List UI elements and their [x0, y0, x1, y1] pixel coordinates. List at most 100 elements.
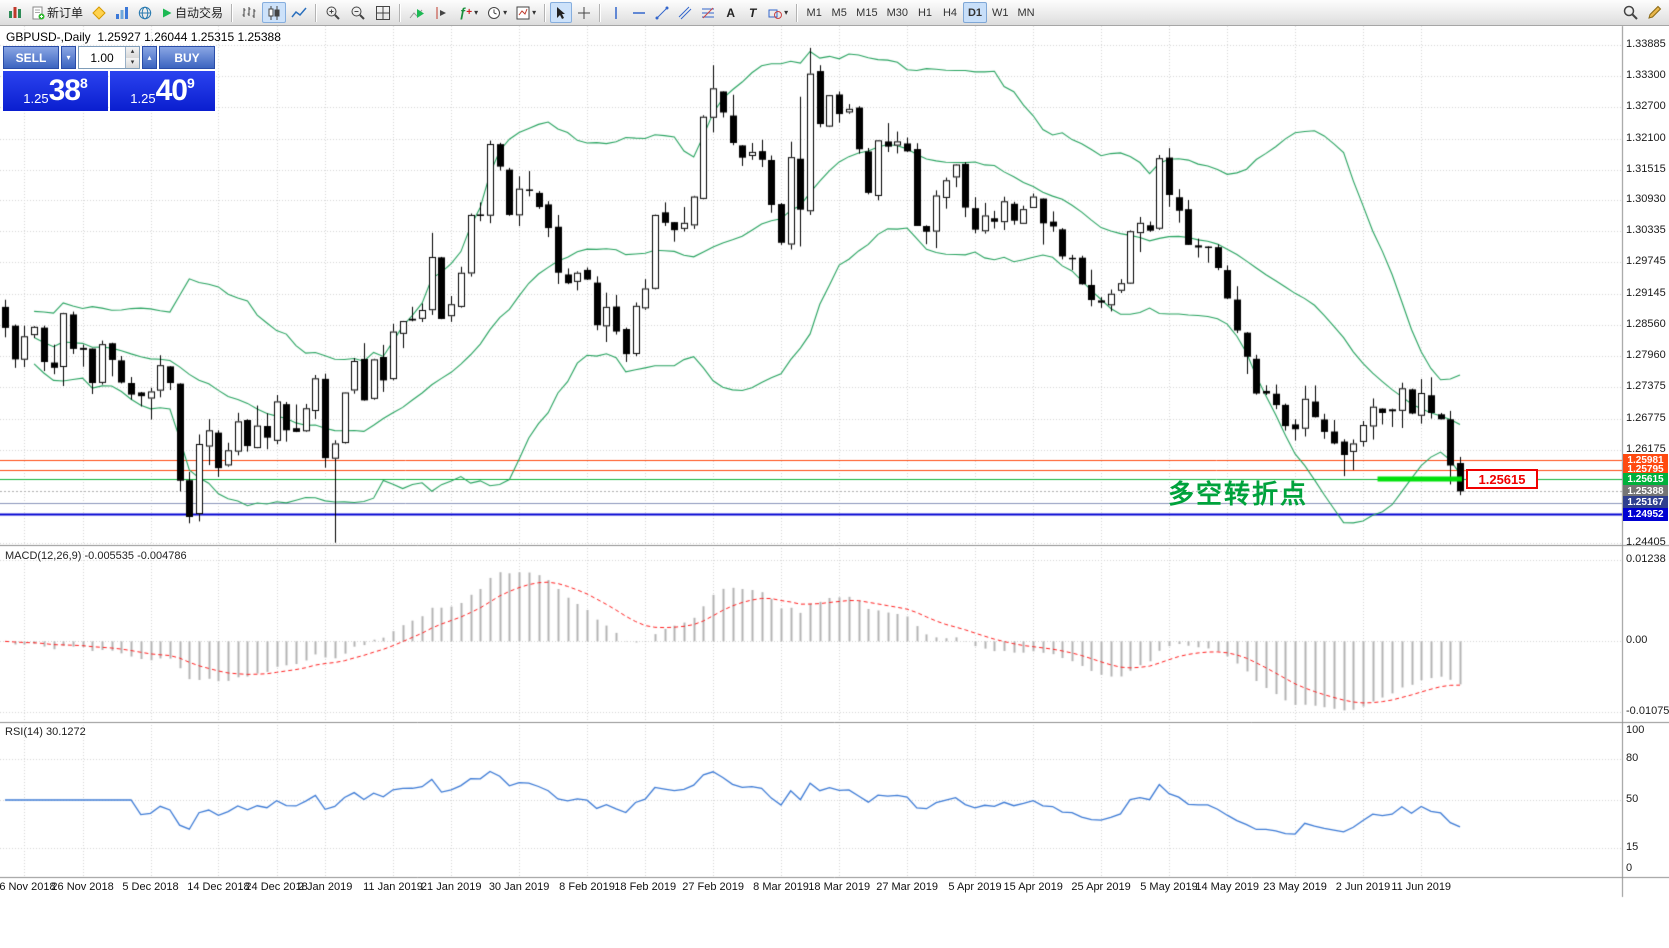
chevron-down-icon: ▾	[532, 7, 537, 17]
toolbar-separator	[599, 3, 602, 22]
buy-dropdown-arrow[interactable]: ▴	[142, 46, 157, 69]
chevron-down-icon: ▾	[784, 7, 789, 17]
auto-scroll-icon	[409, 8, 425, 18]
toolbar-separator	[399, 3, 402, 22]
mql-market-button[interactable]	[88, 2, 110, 23]
globe-icon	[138, 6, 152, 19]
pencil-icon	[1648, 5, 1662, 19]
chevron-down-icon: ▾	[474, 7, 479, 17]
timeframe-button-W1[interactable]: W1	[991, 6, 1009, 19]
market-bars-icon	[116, 6, 129, 19]
trendline-tool-button[interactable]	[651, 2, 673, 23]
indicators-icon: ƒ+	[459, 5, 473, 20]
new-order-icon	[32, 6, 45, 19]
symbol-period-label: GBPUSD-,Daily	[6, 30, 91, 44]
auto-trading-label: 自动交易	[175, 6, 224, 20]
vertical-line-tool-button[interactable]	[605, 2, 627, 23]
line-chart-icon	[291, 7, 307, 17]
rsi-panel-label: RSI(14) 30.1272	[5, 726, 86, 738]
indicators-button[interactable]: ƒ+ ▾	[455, 2, 482, 23]
play-icon	[163, 8, 172, 17]
chevron-down-icon: ▾	[503, 7, 508, 17]
chart-icon	[9, 7, 21, 18]
toolbar-separator	[544, 3, 547, 22]
volume-value: 1.00	[90, 50, 114, 65]
sell-price-big: 38	[48, 74, 81, 107]
timeframe-button-D1[interactable]: D1	[962, 2, 987, 23]
buy-button[interactable]: BUY	[159, 46, 215, 69]
bar-chart-mode-button[interactable]	[237, 2, 261, 23]
timeframe-button-H1[interactable]: H1	[917, 6, 933, 19]
zoom-out-button[interactable]	[346, 2, 370, 23]
chart-title: GBPUSD-,Daily 1.25927 1.26044 1.25315 1.…	[6, 30, 281, 44]
price-level-flag[interactable]: 1.25615	[1466, 469, 1538, 490]
top-toolbar: 新订单 自动交易	[0, 0, 1669, 26]
auto-trading-button[interactable]: 自动交易	[157, 2, 227, 23]
fibonacci-icon	[702, 7, 715, 18]
candlestick-mode-button[interactable]	[262, 2, 287, 23]
candlestick-icon	[268, 5, 280, 20]
timeframe-button-MN[interactable]: MN	[1017, 6, 1035, 19]
chart-shift-icon	[436, 6, 447, 19]
horizontal-line-tool-button[interactable]	[628, 2, 650, 23]
toolbar-separator	[231, 3, 234, 22]
web-terminal-button[interactable]	[134, 2, 156, 23]
sell-dropdown-arrow[interactable]: ▾	[61, 46, 76, 69]
label-tool-button[interactable]: T	[742, 2, 763, 23]
channel-icon	[678, 6, 692, 19]
new-order-label: 新订单	[47, 6, 84, 20]
volume-up-icon[interactable]: ▴	[126, 47, 139, 58]
turning-point-annotation[interactable]: 多空转折点	[1168, 479, 1309, 509]
edit-button[interactable]	[1643, 2, 1666, 23]
volume-down-icon[interactable]: ▾	[126, 57, 139, 68]
search-button[interactable]	[1619, 2, 1642, 23]
buy-price-prefix: 1.25	[130, 91, 156, 106]
templates-button[interactable]: ▾	[512, 2, 540, 23]
ohlc-values: 1.25927 1.26044 1.25315 1.25388	[97, 30, 281, 44]
crosshair-icon	[578, 6, 591, 19]
label-icon: T	[748, 5, 757, 20]
timeframe-group: M1 M5 M15 M30 H1 H4 D1 W1 MN	[802, 2, 1038, 23]
chart-shift-button[interactable]	[430, 2, 454, 23]
sell-quote[interactable]: 1.25 38 8	[3, 71, 108, 111]
timeframe-button-M30[interactable]: M30	[886, 6, 908, 19]
timeframe-button-M1[interactable]: M1	[806, 6, 822, 19]
line-chart-mode-button[interactable]	[287, 2, 311, 23]
toolbar-separator	[315, 3, 318, 22]
shapes-icon	[768, 9, 783, 19]
cursor-tool-button[interactable]	[550, 2, 573, 23]
channel-tool-button[interactable]	[674, 2, 696, 23]
text-tool-button[interactable]: A	[720, 2, 741, 23]
new-chart-button[interactable]	[3, 2, 26, 23]
timeframe-button-M5[interactable]: M5	[831, 6, 847, 19]
timeframe-button-H4[interactable]: H4	[942, 6, 958, 19]
zoom-in-button[interactable]	[321, 2, 345, 23]
trendline-icon	[655, 6, 669, 19]
mql-diamond-icon	[92, 5, 106, 20]
volume-stepper[interactable]: ▴ ▾	[125, 47, 139, 68]
rsi-name: RSI(14)	[5, 726, 43, 738]
volume-input[interactable]: 1.00 ▴ ▾	[78, 46, 140, 69]
buy-quote[interactable]: 1.25 40 9	[110, 71, 215, 111]
periods-button[interactable]: ▾	[483, 2, 511, 23]
toolbar-separator	[796, 3, 799, 22]
search-icon	[1623, 5, 1638, 20]
macd-name: MACD(12,26,9)	[5, 550, 82, 562]
auto-scroll-button[interactable]	[405, 2, 429, 23]
crosshair-tool-button[interactable]	[573, 2, 595, 23]
shapes-tool-button[interactable]: ▾	[764, 2, 792, 23]
buy-price-big: 40	[155, 74, 188, 107]
sell-button[interactable]: SELL	[3, 46, 59, 69]
cursor-arrow-icon	[557, 6, 566, 19]
timeframe-button-M15[interactable]: M15	[856, 6, 878, 19]
tile-windows-button[interactable]	[371, 2, 395, 23]
trade-panel-controls: SELL ▾ 1.00 ▴ ▾ ▴ BUY	[3, 46, 215, 69]
new-order-button[interactable]: 新订单	[27, 2, 87, 23]
fibonacci-tool-button[interactable]	[697, 2, 719, 23]
market-watch-button[interactable]	[111, 2, 133, 23]
sell-price-pipette: 8	[79, 75, 88, 91]
rsi-current-value: 30.1272	[45, 726, 86, 738]
zoom-in-icon	[326, 6, 340, 20]
